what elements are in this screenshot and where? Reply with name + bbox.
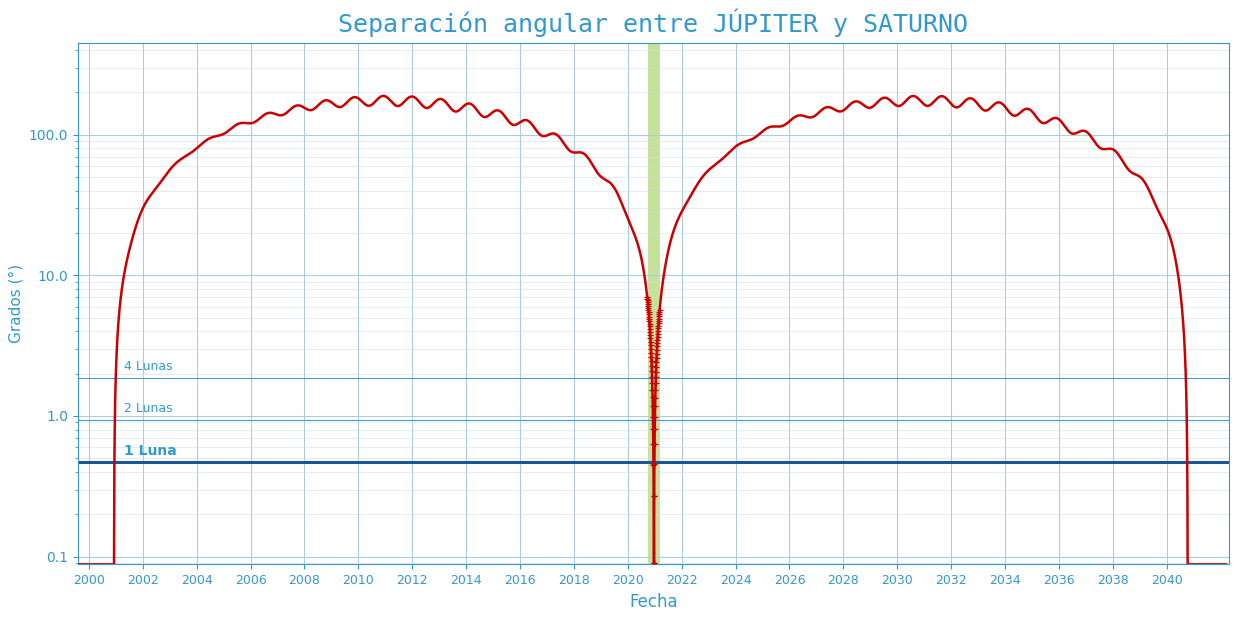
X-axis label: Fecha: Fecha bbox=[630, 592, 678, 611]
Text: 4 Lunas: 4 Lunas bbox=[124, 360, 172, 373]
Y-axis label: Grados (°): Grados (°) bbox=[9, 264, 24, 343]
Bar bbox=[648, 43, 659, 565]
Title: Separación angular entre JÚPITER y SATURNO: Separación angular entre JÚPITER y SATUR… bbox=[339, 8, 969, 37]
Text: 2 Lunas: 2 Lunas bbox=[124, 402, 172, 415]
Text: 1 Luna: 1 Luna bbox=[124, 444, 177, 458]
